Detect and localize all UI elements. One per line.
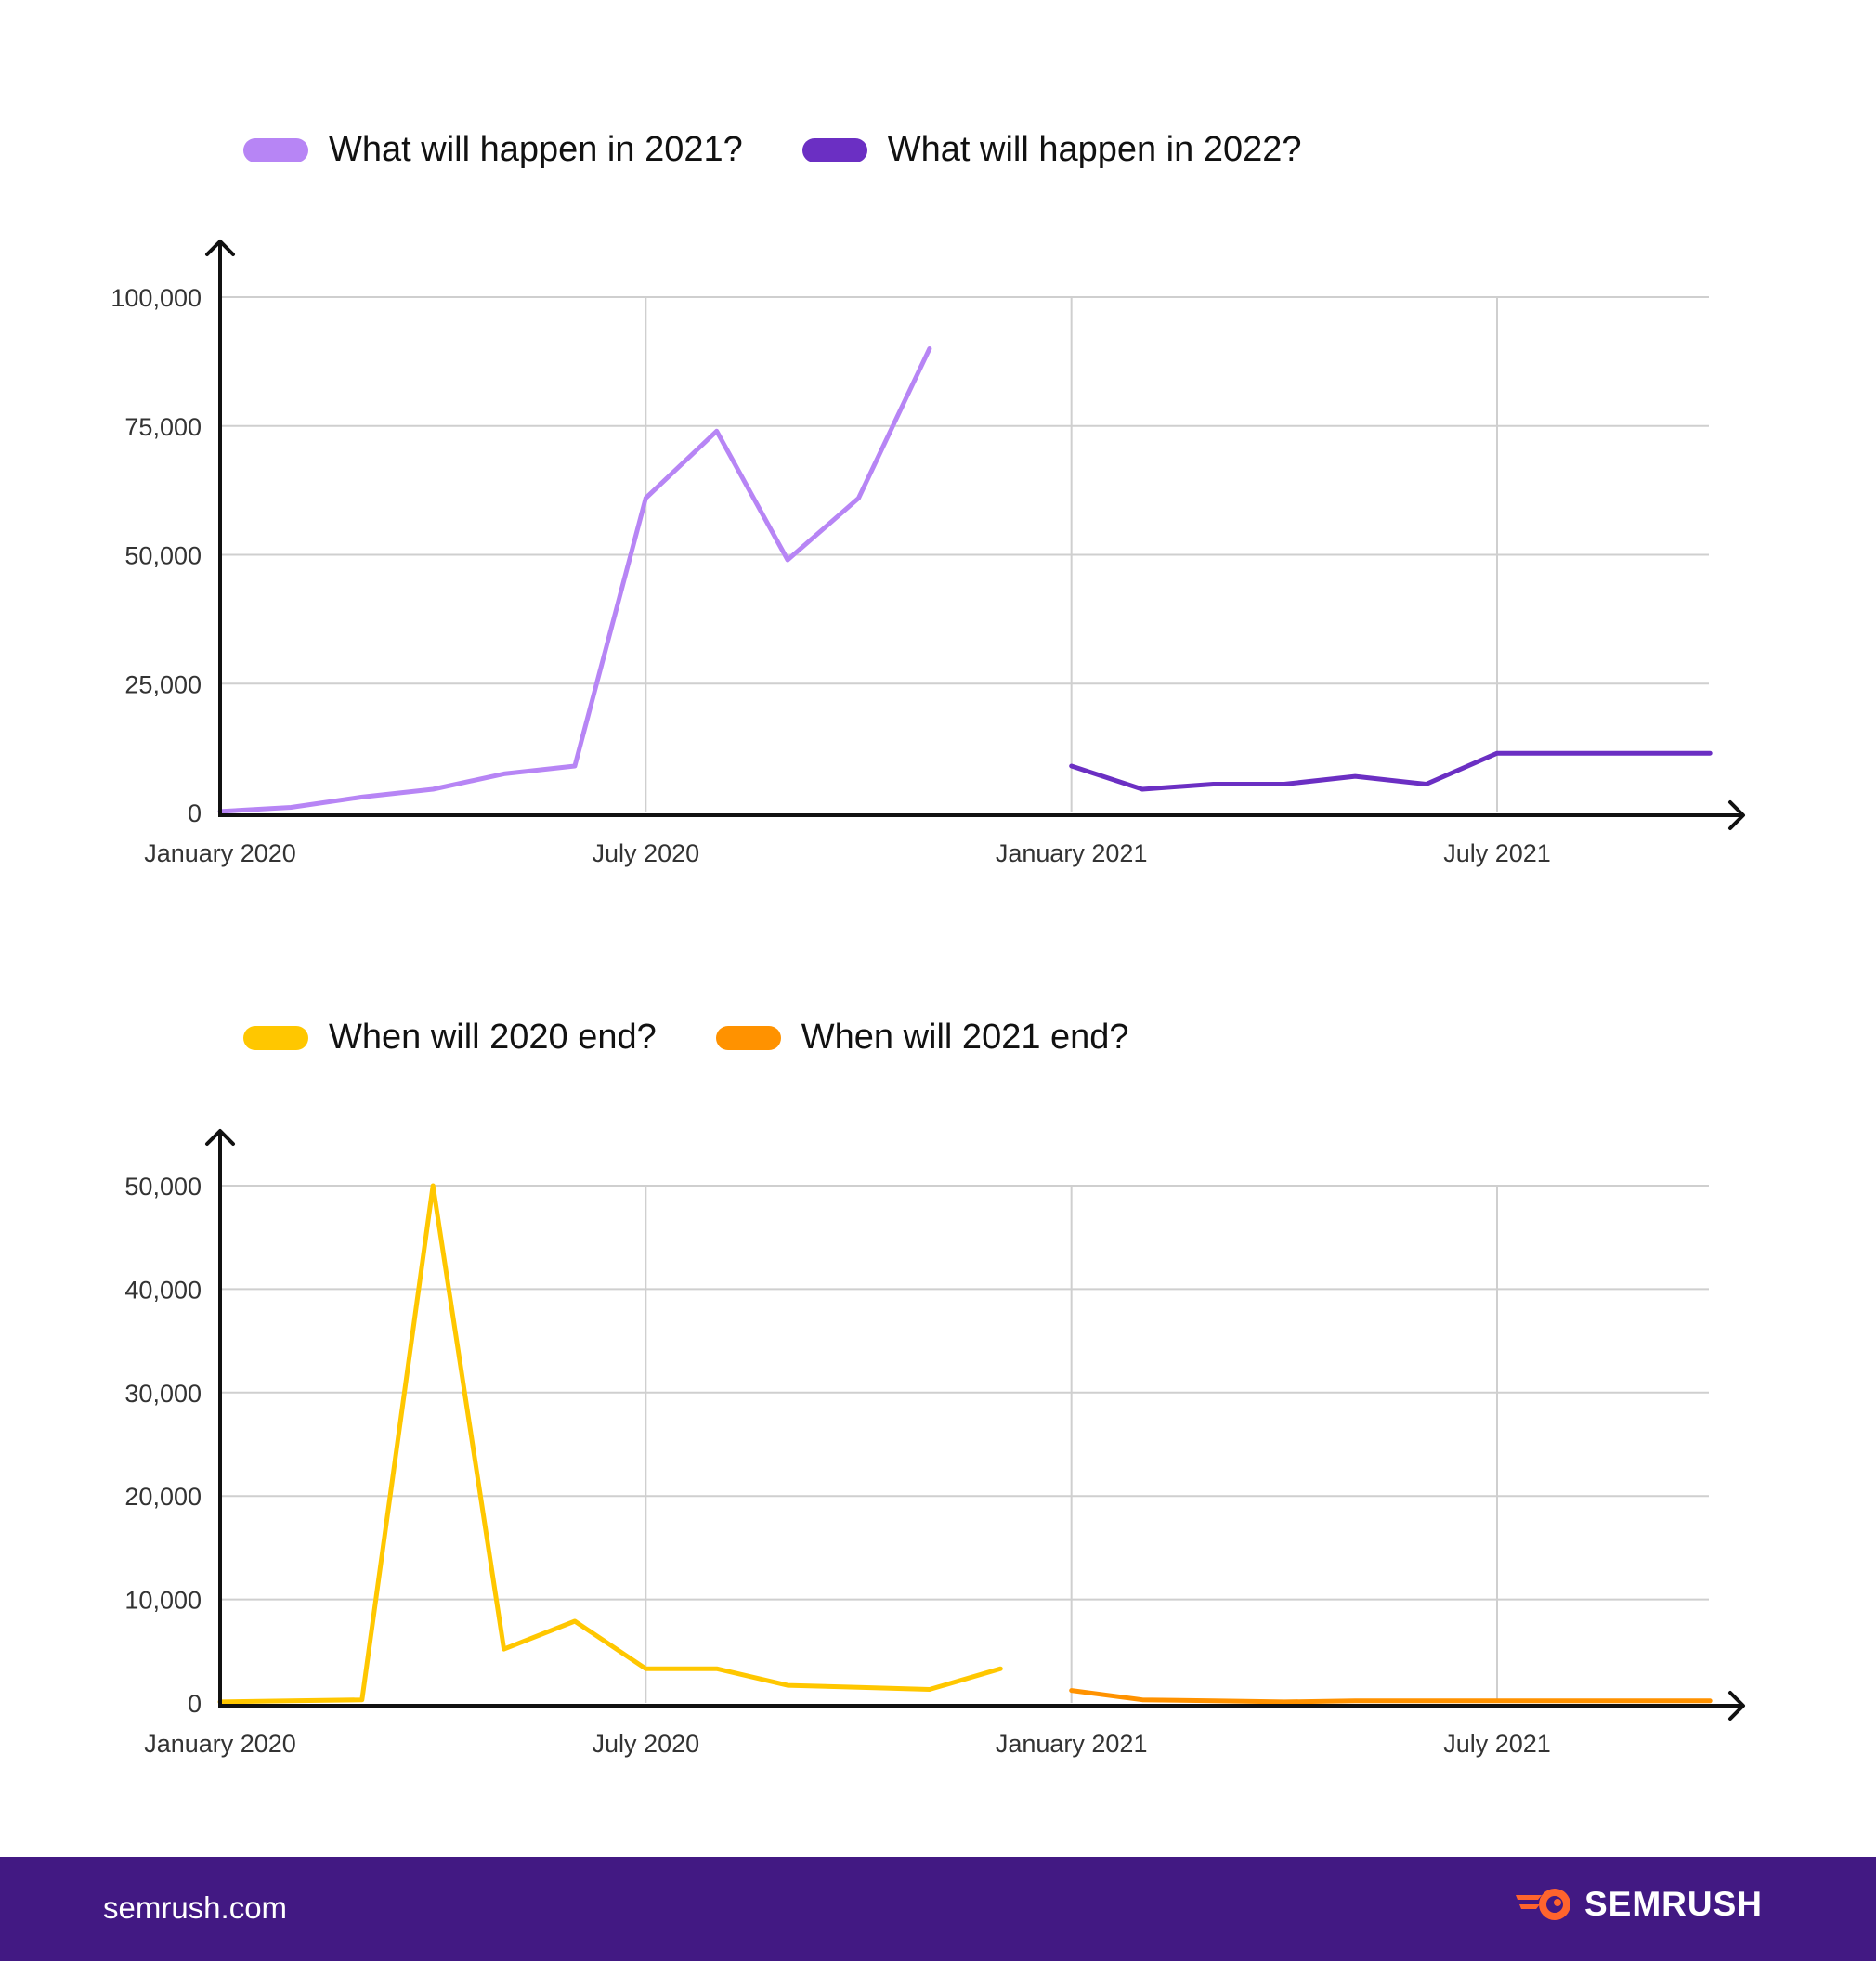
x-tick-label: July 2020 <box>593 1730 700 1758</box>
legend: What will happen in 2021? What will happ… <box>243 130 1361 170</box>
plot-area: 0 25,000 50,000 75,000 100,000 January 2020 Ju… <box>111 240 1745 867</box>
legend-item-2022: What will happen in 2022? <box>801 130 1302 170</box>
series-line-2 <box>1069 1688 1713 1705</box>
legend-label: What will happen in 2022? <box>887 130 1302 169</box>
y-tick-label: 50,000 <box>124 542 202 570</box>
x-tick-label: January 2021 <box>996 839 1148 867</box>
chart-when-will-end: When will 2020 end? When will 2021 end? … <box>0 929 1876 1820</box>
y-tick-label: 100,000 <box>111 284 202 312</box>
footer: semrush.com SEMRUSH <box>0 1857 1876 1961</box>
legend-item-2020-end: When will 2020 end? <box>243 1018 657 1058</box>
y-tick-label: 50,000 <box>124 1173 202 1201</box>
y-tick-label: 75,000 <box>124 413 202 441</box>
x-tick-label: July 2021 <box>1443 839 1551 867</box>
y-tick-label: 10,000 <box>124 1587 202 1615</box>
chart-what-will-happen: What will happen in 2021? What will happ… <box>0 0 1876 910</box>
y-tick-label: 25,000 <box>124 670 202 698</box>
legend-label: What will happen in 2021? <box>329 130 743 169</box>
y-tick-label: 0 <box>188 1690 202 1718</box>
legend-swatch-icon <box>715 1025 781 1050</box>
y-tick-label: 20,000 <box>124 1483 202 1511</box>
x-tick-label: January 2021 <box>996 1730 1148 1758</box>
legend-label: When will 2020 end? <box>329 1018 657 1057</box>
legend-swatch-icon <box>243 1025 308 1050</box>
y-tick-label: 40,000 <box>124 1276 202 1304</box>
x-axis-arrow-icon <box>1728 800 1745 830</box>
legend: When will 2020 end? When will 2021 end? <box>243 1018 1189 1058</box>
legend-swatch-icon <box>243 137 308 162</box>
legend-item-2021: What will happen in 2021? <box>243 130 743 170</box>
y-tick-label: 0 <box>188 799 202 827</box>
plot-area: 0 10,000 20,000 30,000 40,000 50,000 January 2… <box>124 1129 1745 1758</box>
x-axis-arrow-icon <box>1728 1691 1745 1721</box>
y-axis-arrow-icon <box>205 240 235 256</box>
x-tick-label: January 2020 <box>144 1730 296 1758</box>
y-tick-label: 30,000 <box>124 1380 202 1408</box>
brand-name: SEMRUSH <box>1584 1885 1764 1923</box>
series-line-1 <box>217 1183 1003 1705</box>
footer-url[interactable]: semrush.com <box>103 1890 288 1925</box>
series-line-1 <box>217 346 932 814</box>
brand-logo: SEMRUSH <box>1514 1885 1763 1924</box>
x-tick-label: July 2020 <box>593 839 700 867</box>
semrush-fireball-icon <box>1516 1889 1570 1920</box>
x-tick-label: July 2021 <box>1443 1730 1551 1758</box>
legend-label: When will 2021 end? <box>801 1018 1129 1057</box>
legend-swatch-icon <box>801 137 867 162</box>
series-line-2 <box>1069 750 1713 792</box>
legend-item-2021-end: When will 2021 end? <box>715 1018 1129 1058</box>
x-tick-label: January 2020 <box>144 839 296 867</box>
y-axis-arrow-icon <box>205 1129 235 1146</box>
